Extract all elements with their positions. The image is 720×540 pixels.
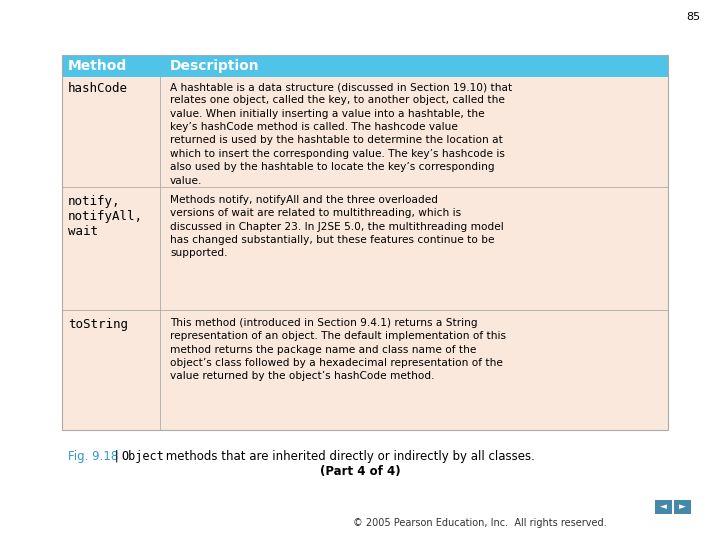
Bar <box>62 55 668 430</box>
Text: hashCode: hashCode <box>68 82 128 95</box>
Text: This method (introduced in Section 9.4.1) returns a String
representation of an : This method (introduced in Section 9.4.1… <box>170 318 506 381</box>
Text: Description: Description <box>170 59 260 73</box>
Bar <box>62 55 668 77</box>
Text: © 2005 Pearson Education, Inc.  All rights reserved.: © 2005 Pearson Education, Inc. All right… <box>354 518 607 528</box>
Text: ◄: ◄ <box>660 503 667 511</box>
Bar <box>674 500 691 514</box>
Text: Object: Object <box>121 450 163 463</box>
Text: Method: Method <box>68 59 127 73</box>
Text: toString: toString <box>68 318 128 331</box>
Text: Methods notify, notifyAll and the three overloaded
versions of wait are related : Methods notify, notifyAll and the three … <box>170 195 504 259</box>
Text: ►: ► <box>679 503 686 511</box>
Bar <box>655 500 672 514</box>
Text: (Part 4 of 4): (Part 4 of 4) <box>320 465 400 478</box>
Text: methods that are inherited directly or indirectly by all classes.: methods that are inherited directly or i… <box>162 450 535 463</box>
Text: Fig. 9.18: Fig. 9.18 <box>68 450 118 463</box>
Bar <box>62 77 668 430</box>
Text: A hashtable is a data structure (discussed in Section 19.10) that
relates one ob: A hashtable is a data structure (discuss… <box>170 82 512 186</box>
Text: |: | <box>111 450 122 463</box>
Text: notify,
notifyAll,
wait: notify, notifyAll, wait <box>68 195 143 238</box>
Text: 85: 85 <box>686 12 700 22</box>
